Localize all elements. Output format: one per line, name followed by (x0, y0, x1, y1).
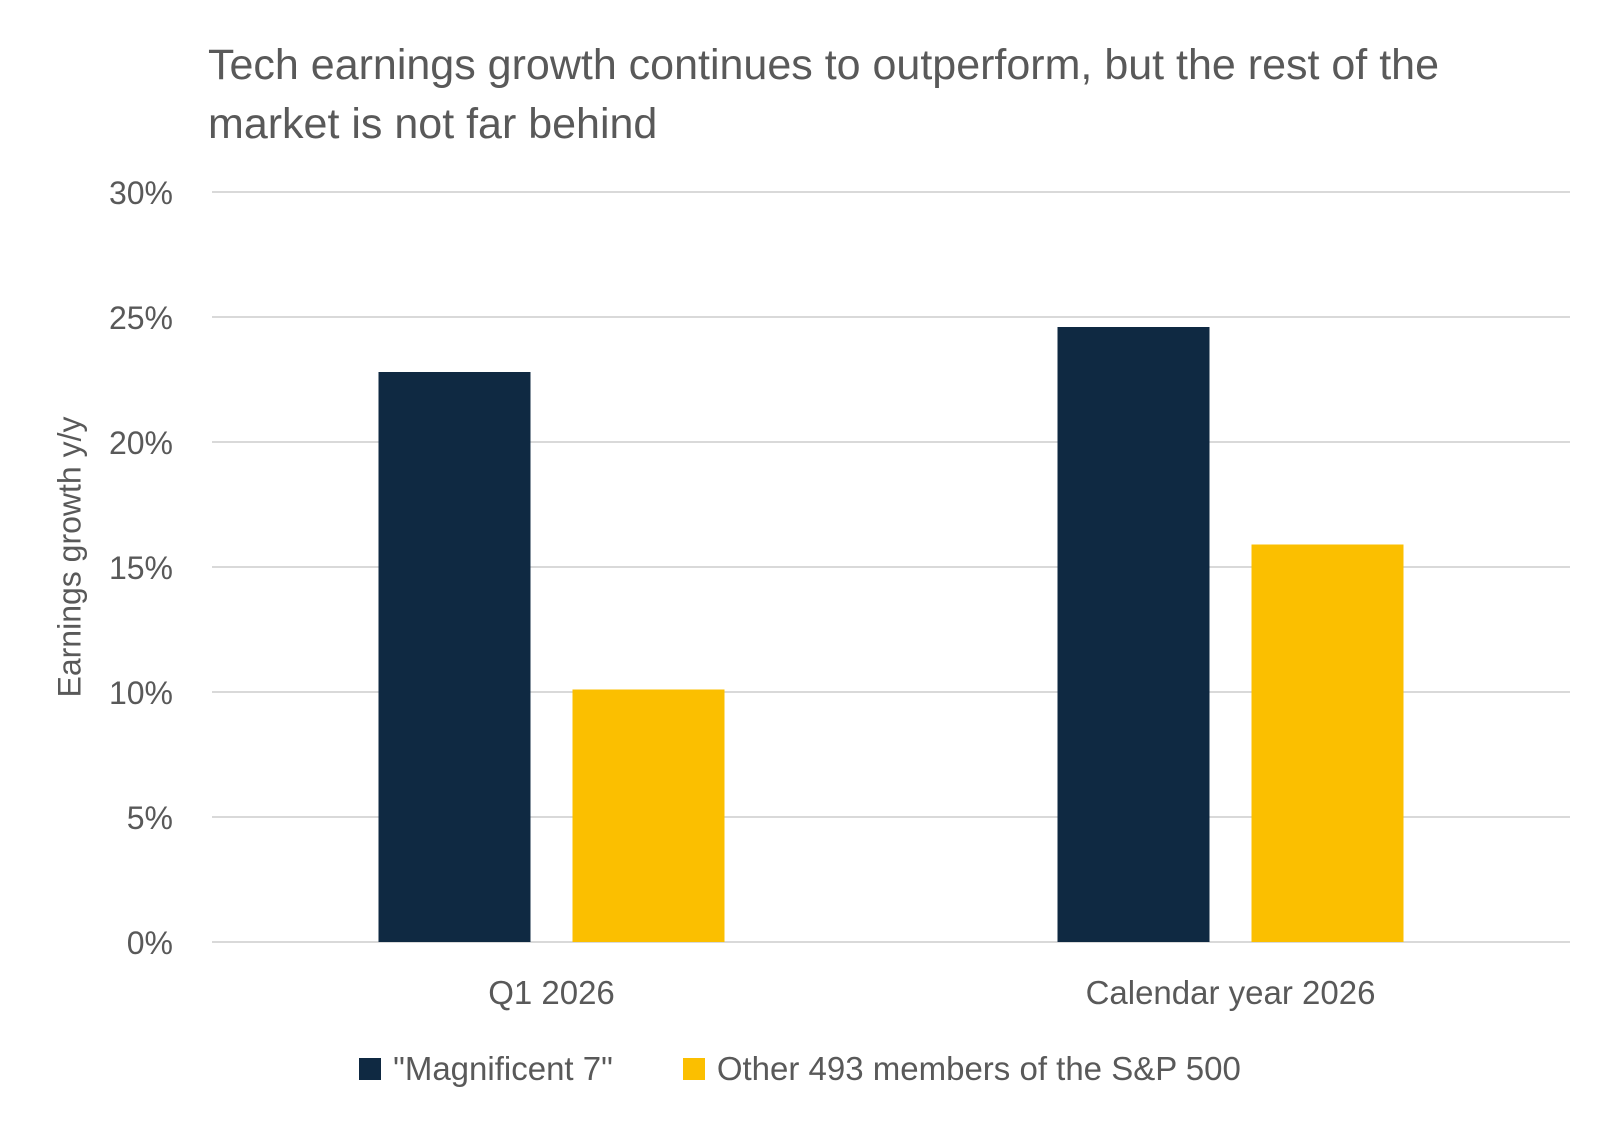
legend-label: "Magnificent 7" (393, 1050, 613, 1087)
legend-label: Other 493 members of the S&P 500 (716, 1050, 1241, 1087)
bar-1-1 (378, 372, 531, 942)
y-tick-label: 20% (109, 425, 173, 461)
legend-item-series-1: "Magnificent 7" (359, 1050, 613, 1088)
legend: "Magnificent 7" Other 493 members of the… (0, 1050, 1600, 1088)
chart-title: Tech earnings growth continues to outper… (208, 41, 1439, 148)
legend-swatch (682, 1058, 705, 1080)
y-tick-label: 30% (109, 175, 173, 211)
y-tick-label: 10% (109, 675, 173, 711)
y-tick-label: 5% (127, 800, 173, 836)
y-tick-label: 25% (109, 300, 173, 336)
bar-2-2 (1251, 544, 1404, 942)
y-tick-label: 0% (127, 925, 173, 961)
y-tick-labels: 0% 5% 10% 15% 20% 25% 30% (109, 175, 173, 961)
bars (378, 327, 1404, 942)
x-tick-labels: Q1 2026 Calendar year 2026 (488, 974, 1375, 1011)
bar-1-2 (1057, 327, 1210, 942)
legend-item-series-2: Other 493 members of the S&P 500 (682, 1050, 1241, 1088)
bar-2-1 (572, 689, 725, 942)
x-tick-label: Q1 2026 (488, 974, 615, 1011)
legend-swatch (359, 1058, 382, 1080)
x-tick-label: Calendar year 2026 (1086, 974, 1376, 1011)
y-tick-label: 15% (109, 550, 173, 586)
